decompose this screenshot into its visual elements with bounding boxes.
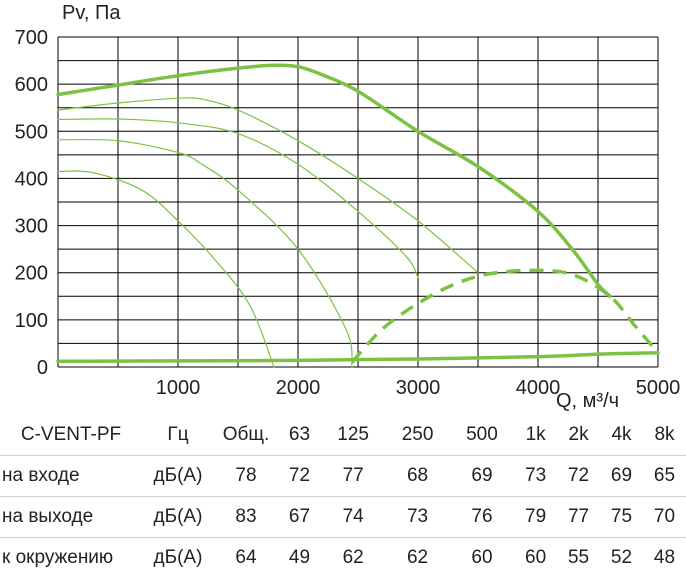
- x-tick-label: 2000: [276, 377, 321, 399]
- band-header: 2k: [568, 424, 589, 445]
- row-unit: дБ(А): [153, 465, 203, 486]
- x-tick-label: 4000: [516, 377, 561, 399]
- table-cell: 67: [288, 506, 311, 527]
- table-cell: 79: [525, 506, 547, 527]
- y-tick-label: 500: [15, 121, 48, 143]
- table-cell: 55: [567, 547, 590, 568]
- band-header: 8k: [654, 424, 675, 445]
- table-cell: 73: [406, 506, 429, 527]
- band-header: 500: [466, 424, 498, 445]
- x-axis-label: Q, м³/ч: [556, 390, 620, 412]
- table-cell: 74: [342, 506, 364, 527]
- table-cell: 77: [567, 506, 590, 527]
- x-tick-label: 3000: [396, 377, 441, 399]
- row-unit: дБ(А): [153, 547, 203, 568]
- table-cell: 49: [288, 547, 311, 568]
- table-cell: 73: [525, 465, 547, 486]
- chart-tick-labels: 0 100 200 300 400 500 600 700 1000 2000 3000 4000 50…: [15, 27, 681, 399]
- table-cell: 75: [610, 506, 633, 527]
- x-tick-label: 1000: [156, 377, 201, 399]
- curve-thin-1: [57, 97, 479, 274]
- curve-thin-3: [57, 138, 353, 368]
- chart-grid: [57, 36, 659, 368]
- table-row: на выходе дБ(А) 83 67 74 73 76 79 77 75 …: [0, 497, 686, 538]
- band-header: 63: [288, 424, 311, 445]
- band-header: 125: [337, 424, 369, 445]
- table-cell: 48: [653, 547, 676, 568]
- row-label: на выходе: [2, 506, 94, 527]
- y-axis-label: Pv, Па: [62, 2, 121, 24]
- table-cell: 77: [342, 465, 364, 486]
- table-header-row: C-VENT-PF Гц Общ. 63 125 250 500 1k 2k 4…: [0, 415, 686, 456]
- row-total: 78: [235, 465, 257, 486]
- table-cell: 72: [567, 465, 590, 486]
- chart-curves: [56, 63, 660, 368]
- table-cell: 70: [653, 506, 676, 527]
- total-header: Общ.: [222, 424, 270, 445]
- y-tick-label: 400: [15, 168, 48, 190]
- curve-thin-2: [57, 118, 419, 278]
- table-row: на входе дБ(А) 78 72 77 68 69 73 72 69 6…: [0, 456, 686, 497]
- y-tick-label: 0: [37, 357, 48, 379]
- curve-dashed-6: [350, 268, 660, 364]
- unit-header: Гц: [167, 424, 189, 445]
- y-tick-label: 100: [15, 310, 48, 332]
- noise-table: C-VENT-PF Гц Общ. 63 125 250 500 1k 2k 4…: [0, 415, 686, 578]
- table-cell: 68: [406, 465, 429, 486]
- row-total: 64: [235, 547, 257, 568]
- y-tick-label: 700: [15, 27, 48, 49]
- y-tick-label: 300: [15, 216, 48, 238]
- table-cell: 60: [471, 547, 493, 568]
- band-header: 4k: [611, 424, 632, 445]
- curve-thin-4: [57, 170, 275, 368]
- row-label: к окружению: [2, 547, 114, 568]
- pressure-flow-chart: 0 100 200 300 400 500 600 700 1000 2000 3000 4000 50…: [15, 27, 681, 399]
- table-cell: 69: [610, 465, 633, 486]
- curve-thick-5: [56, 351, 660, 364]
- curve-thick-0: [56, 63, 612, 299]
- model-name: C-VENT-PF: [20, 424, 122, 445]
- row-label: на входе: [2, 465, 80, 486]
- row-unit: дБ(А): [153, 506, 203, 527]
- table-cell: 72: [288, 465, 311, 486]
- table-cell: 62: [406, 547, 429, 568]
- table-cell: 65: [653, 465, 676, 486]
- y-tick-label: 200: [15, 263, 48, 285]
- band-header: 250: [401, 424, 434, 445]
- table-cell: 60: [525, 547, 547, 568]
- x-tick-label: 5000: [636, 377, 681, 399]
- table-cell: 62: [342, 547, 364, 568]
- y-tick-label: 600: [15, 74, 48, 96]
- row-total: 83: [235, 506, 257, 527]
- table-cell: 52: [610, 547, 633, 568]
- table-cell: 69: [471, 465, 493, 486]
- table-row: к окружению дБ(А) 64 49 62 62 60 60 55 5…: [0, 538, 686, 579]
- table-cell: 76: [471, 506, 493, 527]
- band-header: 1k: [525, 424, 546, 445]
